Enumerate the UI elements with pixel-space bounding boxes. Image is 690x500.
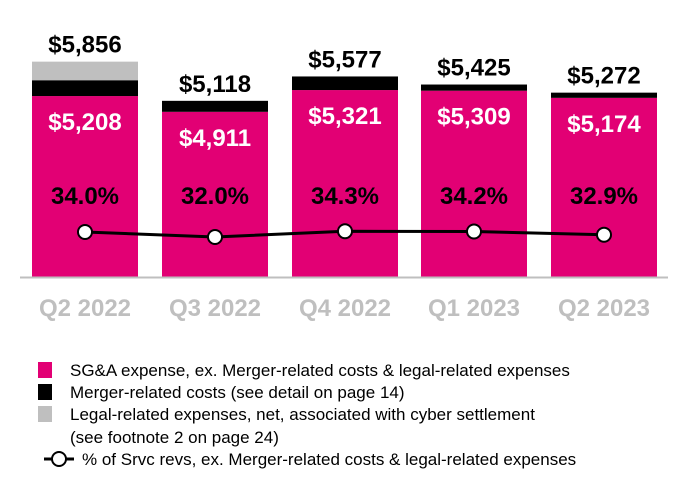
total-label: $5,577 — [308, 46, 381, 73]
bar-merger — [551, 92, 657, 98]
legend-label-legal: Legal-related expenses, net, associated … — [70, 405, 535, 424]
bar-sga — [162, 111, 268, 278]
sga-value-label: $5,321 — [308, 103, 381, 130]
legend-swatch-merger — [38, 384, 52, 400]
category-label: Q2 2022 — [39, 295, 131, 322]
total-label: $5,425 — [437, 55, 510, 82]
pct-point — [337, 223, 353, 240]
legend-circle-marker — [51, 451, 67, 467]
category-label: Q4 2022 — [299, 295, 391, 322]
pct-label: 32.9% — [570, 183, 638, 210]
sga-value-label: $5,208 — [48, 109, 121, 136]
sga-value-label: $5,309 — [437, 104, 510, 131]
category-label: Q2 2023 — [558, 295, 650, 322]
bar-legal — [32, 61, 138, 81]
bar-merger — [162, 100, 268, 112]
legend-swatch-sga — [38, 362, 52, 378]
sga-value-label: $4,911 — [179, 125, 251, 152]
bar-merger — [292, 76, 398, 91]
legend: SG&A expense, ex. Merger-related costs &… — [38, 361, 576, 469]
total-label: $5,118 — [179, 71, 251, 98]
pct-point — [466, 223, 482, 240]
bar-merger — [421, 84, 527, 91]
pct-label: 34.2% — [440, 183, 508, 210]
legend-swatch-legal — [38, 406, 52, 422]
pct-point — [596, 226, 612, 243]
bar-sga — [32, 96, 138, 278]
sga-value-label: $5,174 — [567, 111, 641, 138]
pct-point — [207, 229, 223, 245]
legend-label-merger: Merger-related costs (see detail on page… — [70, 383, 405, 402]
category-label: Q3 2022 — [169, 295, 261, 322]
legend-label-pct: % of Srvc revs, ex. Merger-related costs… — [82, 450, 576, 469]
bar-sga — [421, 90, 527, 277]
total-label: $5,272 — [567, 63, 640, 90]
pct-label: 34.3% — [311, 183, 379, 210]
category-label: Q1 2023 — [428, 295, 520, 322]
legend-label-legal-line2: (see footnote 2 on page 24) — [70, 428, 279, 447]
total-label: $5,856 — [48, 32, 121, 59]
pct-label: 34.0% — [51, 183, 119, 210]
bar-merger — [32, 80, 138, 97]
bar-sga — [292, 90, 398, 277]
bar-sga — [551, 97, 657, 278]
pct-point — [77, 224, 93, 240]
pct-label: 32.0% — [181, 183, 249, 210]
legend-label-sga: SG&A expense, ex. Merger-related costs &… — [70, 361, 570, 380]
